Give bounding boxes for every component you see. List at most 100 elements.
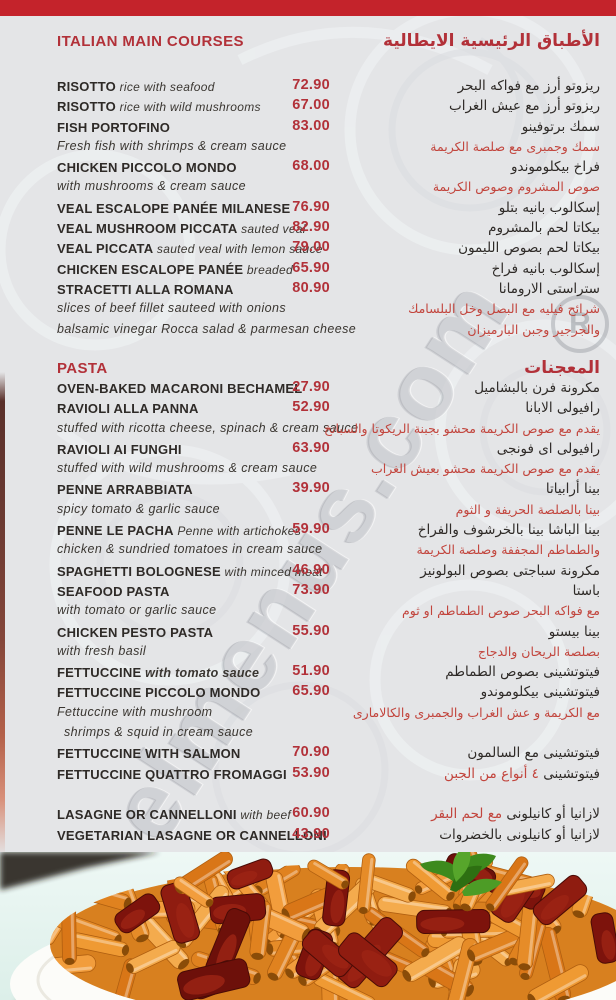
item-name: CHICKEN PESTO PASTA	[57, 624, 214, 640]
item-text: CHICKEN ESCALOPE PANÉE breaded	[57, 261, 293, 279]
item-name-arabic: فيتوتشينى مع السالمون	[467, 745, 600, 762]
item-name: CHICKEN PICCOLO MONDO	[57, 160, 237, 176]
item-text: FETTUCCINE WITH SALMON	[57, 745, 241, 763]
item-name-arabic: ريزوتو أرز مع عيش الغراب	[449, 98, 600, 115]
menu-item-row: PENNE ARRABBIATA 39.90 بينا أرابياتا	[57, 479, 600, 499]
item-name-arabic: مكرونة فرن بالبشاميل	[474, 380, 600, 396]
item-description-arabic: والجرجير وجبن البارميزان	[467, 321, 600, 337]
item-price: 55.90	[292, 622, 330, 639]
menu-item-row: RAVIOLI ALLA PANNA 52.90 رافيولى الابانا	[57, 398, 600, 418]
item-name-arabic: بيكاتا لحم بصوص الليمون	[458, 240, 600, 257]
item-name-arabic: فيتوتشينى بيكلوموندو	[480, 684, 600, 701]
item-name: RAVIOLI ALLA PANNA	[57, 401, 199, 417]
item-description-arabic: صوص المشروم وصوص الكريمة	[432, 179, 600, 195]
item-price: 43.90	[292, 825, 330, 842]
menu-item-row: FISH PORTOFINO 83.00 سمك برتوفينو	[57, 117, 600, 137]
item-note: sauted veal with lemon sauce	[153, 242, 323, 257]
menu-item-row: LASAGNE OR CANNELLONI with beef 60.90 لازا…	[57, 804, 600, 824]
item-name-arabic: سمك برتوفينو	[521, 118, 600, 135]
spacer-row	[57, 784, 600, 804]
menu-desc-row: chicken & sundried tomatoes in cream sau…	[57, 540, 600, 560]
item-description: with fresh basil	[57, 643, 147, 658]
menu-item-row: VEAL PICCATA sauted veal with lemon sauc…	[57, 238, 600, 258]
item-price: 80.90	[292, 279, 330, 296]
item-text: FETTUCCINE with tomato sauce	[57, 664, 259, 682]
menu-item-row: VEGETARIAN LASAGNE OR CANNELLONI 43.90 لاز…	[57, 825, 600, 845]
item-text: RAVIOLI AI FUNGHI	[57, 441, 182, 459]
item-name-arabic: فيتوتشينى ٤ أنواع من الجبن	[444, 765, 600, 782]
menu-desc-row: Fettuccine with mushroom مع الكريمة و عش …	[57, 703, 600, 723]
menu-item-row: FETTUCCINE QUATTRO FROMAGGI 53.90 فيتوتشين…	[57, 764, 600, 784]
item-price: 65.90	[292, 259, 330, 276]
item-name: VEAL ESCALOPE PANÉE MILANESE	[57, 200, 291, 216]
menu-item-row: FETTUCCINE WITH SALMON 70.90 فيتوتشينى مع …	[57, 743, 600, 763]
menu-item-row: PENNE LE PACHA Penne with artichokes 59.9…	[57, 520, 600, 540]
pasta-rows: OVEN-BAKED MACARONI BECHAMEL 27.90 مكرونة …	[57, 378, 600, 845]
menu-item-row: VEAL ESCALOPE PANÉE MILANESE 76.90 إسكالوب…	[57, 198, 600, 218]
item-price: 73.90	[292, 581, 330, 598]
item-name: STRACETTI ALLA ROMANA	[57, 281, 234, 297]
item-name: VEAL PICCATA	[57, 241, 154, 257]
menu-item-row: CHICKEN PESTO PASTA 55.90 بينا بيستو	[57, 622, 600, 642]
item-price: 76.90	[292, 198, 330, 215]
menu-item-row: VEAL MUSHROOM PICCATA sauted veal 82.90 بي…	[57, 218, 600, 238]
item-price: 83.00	[292, 117, 330, 134]
menu-item-row: RAVIOLI AI FUNGHI 63.90 رافيولى اى فونجى	[57, 439, 600, 459]
menu-desc-row: shrimps & squid in cream sauce	[57, 723, 600, 743]
item-price: 46.90	[292, 561, 330, 578]
menu-desc-row: with mushrooms & cream sauce صوص المشروم …	[57, 177, 600, 197]
item-text: FETTUCCINE PICCOLO MONDO	[57, 684, 260, 702]
item-name: SPAGHETTI BOLOGNESE	[57, 563, 221, 579]
item-name: RISOTTO	[57, 79, 116, 94]
item-description-arabic: يقدم مع صوص الكريمة محشو بعيش الغراب	[370, 461, 600, 477]
item-text: FETTUCCINE QUATTRO FROMAGGI	[57, 766, 287, 784]
item-name: PENNE LE PACHA	[57, 523, 174, 539]
photo-dark-corner	[0, 852, 160, 890]
menu-item-row: SEAFOOD PASTA 73.90 باستا	[57, 581, 600, 601]
item-description-arabic: مع الكريمة و عش الغراب والجمبرى والكالام…	[352, 704, 600, 720]
item-name: SEAFOOD PASTA	[57, 583, 170, 599]
menu-desc-row: slices of beef fillet sauteed with onion…	[57, 299, 600, 319]
item-name: FETTUCCINE QUATTRO FROMAGGI	[57, 766, 287, 782]
item-name-arabic: بيكاتا لحم بالمشروم	[488, 220, 600, 237]
item-text: FISH PORTOFINO	[57, 119, 170, 137]
menu-desc-row: stuffed with wild mushrooms & cream sauc…	[57, 459, 600, 479]
item-name: FISH PORTOFINO	[57, 119, 171, 135]
menu-item-row: CHICKEN ESCALOPE PANÉE breaded 65.90 إسكال…	[57, 259, 600, 279]
item-description: balsamic vinegar Rocca salad & parmesan …	[57, 321, 357, 336]
menu-item-row: FETTUCCINE PICCOLO MONDO 65.90 فيتوتشينى ب…	[57, 682, 600, 702]
item-text: PENNE ARRABBIATA	[57, 481, 193, 499]
item-name: OVEN-BAKED MACARONI BECHAMEL	[57, 381, 303, 396]
item-text: VEGETARIAN LASAGNE OR CANNELLONI	[57, 827, 327, 845]
item-name: VEGETARIAN LASAGNE OR CANNELLONI	[57, 827, 327, 843]
section-title-arabic: المعجنات	[524, 358, 600, 378]
item-name-arabic: لازانيا أو كانيلونى بالخضروات	[439, 826, 600, 843]
item-text: VEAL PICCATA sauted veal with lemon sauc…	[57, 240, 323, 258]
item-description: chicken & sundried tomatoes in cream sau…	[57, 542, 323, 557]
item-price: 51.90	[292, 663, 330, 680]
item-price: 82.90	[292, 219, 330, 236]
menu-item-row: RISOTTO rice with seafood 72.90 ريزوتو أرز…	[57, 76, 600, 96]
item-text: PENNE LE PACHA Penne with artichokes	[57, 522, 301, 540]
item-price: 60.90	[292, 805, 330, 822]
item-name: RISOTTO	[57, 99, 116, 115]
item-price: 59.90	[292, 521, 330, 538]
registered-trademark-watermark: R	[551, 295, 609, 353]
item-price: 67.00	[292, 97, 330, 114]
item-text: CHICKEN PESTO PASTA	[57, 624, 213, 642]
item-price: 79.00	[292, 239, 330, 256]
section-title-english: PASTA	[57, 360, 108, 377]
item-description-arabic: بينا بالصلصة الحريفة و الثوم	[455, 501, 600, 517]
item-name-arabic: إسكالوب بانيه بتلو	[498, 199, 600, 216]
item-description: slices of beef fillet sauteed with onion…	[57, 301, 287, 316]
item-name-arabic: رافيولى الابانا	[525, 400, 600, 417]
item-name-arabic: رافيولى اى فونجى	[496, 440, 600, 457]
item-note: sauted veal	[237, 222, 306, 237]
item-description: stuffed with wild mushrooms & cream sauc…	[57, 461, 318, 476]
item-description: Fresh fish with shrimps & cream sauce	[57, 138, 287, 153]
item-price: 72.90	[292, 77, 330, 93]
background-swirl-pattern	[0, 0, 616, 860]
menu-item-row: FETTUCCINE with tomato sauce 51.90 فيتوتشي…	[57, 662, 600, 682]
item-text: VEAL ESCALOPE PANÉE MILANESE	[57, 200, 290, 218]
